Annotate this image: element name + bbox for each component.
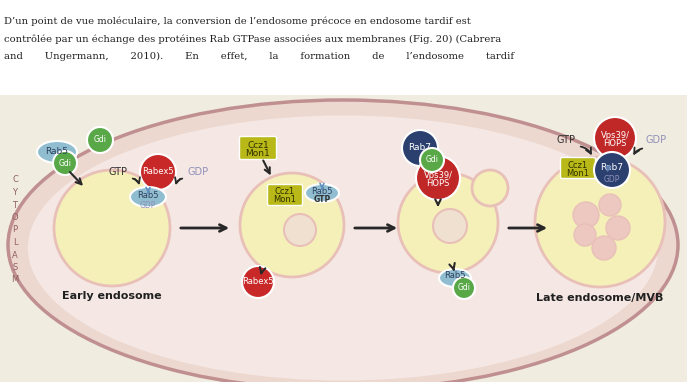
Circle shape (402, 130, 438, 166)
FancyArrowPatch shape (320, 183, 324, 189)
Ellipse shape (130, 187, 166, 207)
Circle shape (592, 236, 616, 260)
FancyArrowPatch shape (436, 199, 441, 205)
Circle shape (573, 202, 599, 228)
Text: Gdi: Gdi (58, 159, 71, 167)
FancyArrowPatch shape (449, 263, 455, 270)
Circle shape (453, 277, 475, 299)
Text: Gdi: Gdi (458, 283, 471, 293)
Ellipse shape (398, 173, 498, 273)
Text: Rabex5: Rabex5 (142, 167, 174, 176)
Text: Ccz1: Ccz1 (247, 141, 269, 149)
Text: GDP: GDP (604, 175, 620, 183)
Text: GDP: GDP (188, 167, 209, 177)
Text: GTP: GTP (556, 135, 576, 145)
Text: Vps39/: Vps39/ (600, 131, 629, 139)
Text: Ccz1: Ccz1 (275, 188, 295, 196)
Ellipse shape (37, 141, 77, 163)
Text: Mon1: Mon1 (273, 196, 297, 204)
Text: Rab5: Rab5 (137, 191, 159, 199)
Ellipse shape (305, 184, 339, 202)
FancyBboxPatch shape (267, 185, 302, 206)
FancyArrowPatch shape (263, 160, 270, 173)
Text: HOPS: HOPS (603, 139, 627, 149)
Circle shape (472, 170, 508, 206)
Ellipse shape (28, 115, 658, 380)
Circle shape (242, 266, 274, 298)
Ellipse shape (439, 269, 471, 287)
Text: Rab5: Rab5 (311, 186, 333, 196)
FancyArrowPatch shape (146, 188, 150, 193)
Bar (0, 0, 687, 95)
Circle shape (606, 216, 630, 240)
Circle shape (416, 156, 460, 200)
Text: Rab5: Rab5 (45, 147, 69, 157)
Text: D’un point de vue moléculaire, la conversion de l’endosome précoce en endosome t: D’un point de vue moléculaire, la conver… (4, 16, 471, 26)
FancyArrowPatch shape (260, 267, 265, 274)
Ellipse shape (535, 157, 665, 287)
FancyArrowPatch shape (175, 177, 182, 183)
Text: Mon1: Mon1 (246, 149, 271, 159)
Text: GDP: GDP (140, 201, 156, 209)
Text: Rabex5: Rabex5 (243, 277, 274, 286)
Text: HOPS: HOPS (427, 180, 450, 188)
FancyArrowPatch shape (581, 147, 591, 154)
Text: Rab7: Rab7 (600, 163, 624, 173)
Text: Mon1: Mon1 (567, 170, 589, 178)
Text: Late endosome/MVB: Late endosome/MVB (537, 293, 664, 303)
Circle shape (574, 224, 596, 246)
Circle shape (594, 152, 630, 188)
Text: Vps39/: Vps39/ (423, 170, 453, 180)
Text: GTP: GTP (109, 167, 128, 177)
Text: GTP: GTP (313, 196, 330, 204)
Circle shape (594, 117, 636, 159)
Circle shape (599, 194, 621, 216)
FancyArrowPatch shape (354, 225, 394, 231)
Text: Rab7: Rab7 (409, 144, 431, 152)
Ellipse shape (8, 100, 678, 382)
Circle shape (284, 214, 316, 246)
Text: contrôlée par un échange des protéines Rab GTPase associées aux membranes (Fig. : contrôlée par un échange des protéines R… (4, 34, 502, 44)
FancyArrowPatch shape (607, 166, 611, 171)
Circle shape (140, 154, 176, 190)
Text: Early endosome: Early endosome (63, 291, 162, 301)
FancyBboxPatch shape (240, 136, 276, 160)
Text: Rab5: Rab5 (444, 272, 466, 280)
FancyArrowPatch shape (181, 225, 226, 231)
FancyBboxPatch shape (561, 157, 596, 178)
Text: Gdi: Gdi (425, 155, 438, 165)
Circle shape (87, 127, 113, 153)
Circle shape (433, 209, 467, 243)
Circle shape (420, 148, 444, 172)
Text: C
Y
T
O
P
L
A
S
M: C Y T O P L A S M (12, 175, 19, 285)
Text: Ccz1: Ccz1 (568, 160, 588, 170)
FancyArrowPatch shape (509, 225, 544, 231)
Ellipse shape (240, 173, 344, 277)
FancyArrowPatch shape (634, 147, 642, 154)
Circle shape (53, 151, 77, 175)
Ellipse shape (54, 170, 170, 286)
FancyArrowPatch shape (133, 177, 140, 183)
FancyArrowPatch shape (70, 172, 82, 184)
Text: Gdi: Gdi (93, 136, 106, 144)
Text: GDP: GDP (646, 135, 666, 145)
Text: and       Ungermann,       2010).       En       effet,       la       formation: and Ungermann, 2010). En effet, la forma… (4, 52, 514, 61)
